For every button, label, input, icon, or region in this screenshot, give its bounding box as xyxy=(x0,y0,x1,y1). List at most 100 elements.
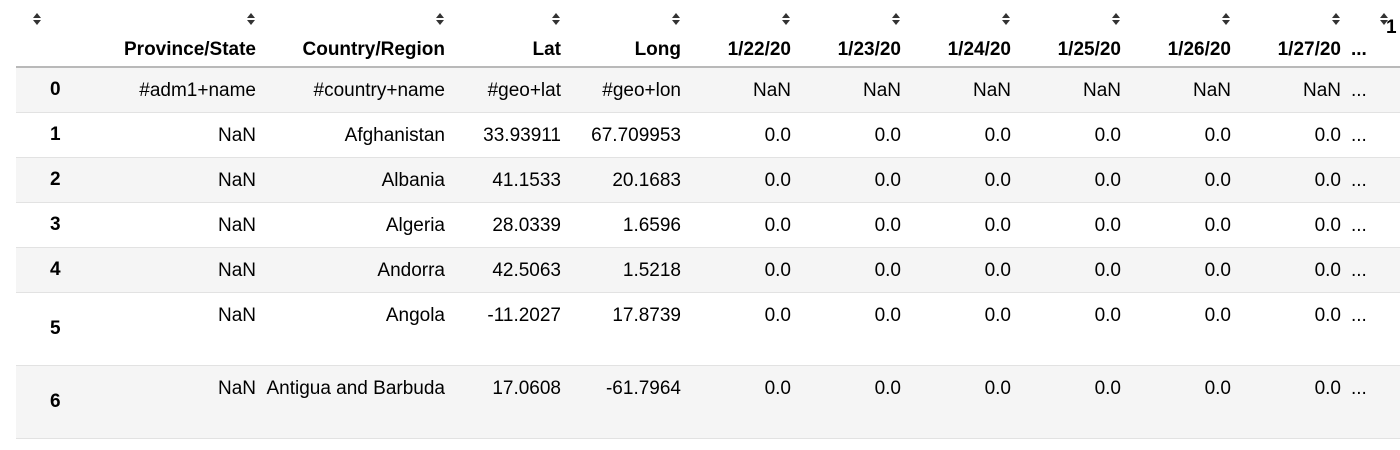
cell-date: 0.0 xyxy=(1125,365,1235,439)
header-index[interactable] xyxy=(16,8,74,68)
cell-long: #geo+lon xyxy=(565,67,685,113)
cell-date: 0.0 xyxy=(905,292,1015,366)
cell-province-state: NaN xyxy=(74,112,260,158)
row-index: 3 xyxy=(16,202,74,248)
cell-country-region: Antigua and Barbuda xyxy=(260,365,449,439)
cell-date: 0.0 xyxy=(685,157,795,203)
cell-province-state: #adm1+name xyxy=(74,67,260,113)
header-province-state[interactable]: Province/State xyxy=(74,8,260,68)
row-index: 2 xyxy=(16,157,74,203)
cell-date: NaN xyxy=(1125,67,1235,113)
header-date-1-27-20[interactable]: 1/27/20 xyxy=(1235,8,1345,68)
row-index: 4 xyxy=(16,247,74,293)
cell-date: 0.0 xyxy=(1125,157,1235,203)
cell-long: 20.1683 xyxy=(565,157,685,203)
sort-arrows-icon[interactable] xyxy=(905,8,1015,30)
row-index: 5 xyxy=(16,292,74,366)
cell-date: 0.0 xyxy=(795,202,905,248)
cell-date: 0.0 xyxy=(1235,365,1345,439)
dataframe-table: Province/State Country/Region Lat Long 1… xyxy=(16,8,1400,439)
cell-date: 0.0 xyxy=(685,292,795,366)
sort-arrows-icon[interactable] xyxy=(74,8,260,30)
cell-cut xyxy=(1380,292,1400,366)
row-index: 6 xyxy=(16,365,74,439)
cell-date: 0.0 xyxy=(795,365,905,439)
cell-province-state: NaN xyxy=(74,157,260,203)
header-label: Lat xyxy=(532,39,562,60)
sort-arrows-icon[interactable] xyxy=(16,8,74,30)
cell-date: 0.0 xyxy=(685,112,795,158)
cell-country-region: Albania xyxy=(260,157,449,203)
cell-date: 0.0 xyxy=(1235,112,1345,158)
table-row: 2 NaN Albania 41.1533 20.1683 0.0 0.0 0.0 0.0 0.0… xyxy=(16,157,1400,203)
table-row: 5 NaN Angola -11.2027 17.8739 0.0 0.0 0.0 0.0 0.0… xyxy=(16,292,1400,366)
sort-arrows-icon[interactable] xyxy=(1125,8,1235,30)
header-cut-column[interactable]: 1 xyxy=(1380,8,1400,68)
cell-date: 0.0 xyxy=(795,112,905,158)
cell-date: 0.0 xyxy=(1015,365,1125,439)
cell-date: 0.0 xyxy=(795,157,905,203)
cell-date: NaN xyxy=(685,67,795,113)
cell-date: 0.0 xyxy=(1235,202,1345,248)
sort-arrows-icon[interactable] xyxy=(1345,8,1388,30)
cell-long: 1.5218 xyxy=(565,247,685,293)
header-date-1-24-20[interactable]: 1/24/20 xyxy=(905,8,1015,68)
cell-lat: 28.0339 xyxy=(449,202,565,248)
cell-cut xyxy=(1380,365,1400,439)
header-long[interactable]: Long xyxy=(565,8,685,68)
header-country-region[interactable]: Country/Region xyxy=(260,8,449,68)
sort-arrows-icon[interactable] xyxy=(260,8,449,30)
cell-ellipsis: ... xyxy=(1345,247,1380,293)
header-label: 1/27/20 xyxy=(1277,39,1341,60)
cell-date: 0.0 xyxy=(685,365,795,439)
cell-ellipsis: ... xyxy=(1345,365,1380,439)
sort-arrows-icon[interactable] xyxy=(565,8,685,30)
header-ellipsis[interactable]: ... xyxy=(1345,8,1388,68)
cell-lat: 33.93911 xyxy=(449,112,565,158)
table-row: 0 #adm1+name #country+name #geo+lat #geo+lon… xyxy=(16,67,1400,113)
cell-country-region: Afghanistan xyxy=(260,112,449,158)
cell-cut xyxy=(1380,202,1400,248)
sort-arrows-icon[interactable] xyxy=(449,8,565,30)
header-label: 1/22/20 xyxy=(727,39,791,60)
cell-date: 0.0 xyxy=(1235,247,1345,293)
cell-lat: 42.5063 xyxy=(449,247,565,293)
table-row: 4 NaN Andorra 42.5063 1.5218 0.0 0.0 0.0 0.0 0.0 0… xyxy=(16,247,1400,293)
header-label: Province/State xyxy=(124,39,256,60)
cell-date: 0.0 xyxy=(1235,292,1345,366)
cell-date: 0.0 xyxy=(905,365,1015,439)
cell-date: 0.0 xyxy=(905,247,1015,293)
cell-lat: 41.1533 xyxy=(449,157,565,203)
cell-ellipsis: ... xyxy=(1345,202,1380,248)
sort-arrows-icon[interactable] xyxy=(1015,8,1125,30)
cell-long: 17.8739 xyxy=(565,292,685,366)
table-row: 1 NaN Afghanistan 33.93911 67.709953 0.0 0.0 0.… xyxy=(16,112,1400,158)
header-date-1-23-20[interactable]: 1/23/20 xyxy=(795,8,905,68)
sort-arrows-icon[interactable] xyxy=(795,8,905,30)
cell-ellipsis: ... xyxy=(1345,157,1380,203)
header-label: 1/25/20 xyxy=(1057,39,1121,60)
cell-cut xyxy=(1380,157,1400,203)
header-lat[interactable]: Lat xyxy=(449,8,565,68)
header-label: ... xyxy=(1351,39,1367,60)
cell-date: 0.0 xyxy=(1235,157,1345,203)
cell-date: NaN xyxy=(795,67,905,113)
row-index: 0 xyxy=(16,67,74,113)
header-date-1-25-20[interactable]: 1/25/20 xyxy=(1015,8,1125,68)
cell-date: 0.0 xyxy=(1015,292,1125,366)
header-date-1-26-20[interactable]: 1/26/20 xyxy=(1125,8,1235,68)
cell-date: 0.0 xyxy=(795,247,905,293)
header-date-1-22-20[interactable]: 1/22/20 xyxy=(685,8,795,68)
sort-arrows-icon[interactable] xyxy=(1235,8,1345,30)
cell-date: NaN xyxy=(1235,67,1345,113)
cell-date: 0.0 xyxy=(1125,247,1235,293)
cell-date: 0.0 xyxy=(905,157,1015,203)
cell-date: 0.0 xyxy=(1015,112,1125,158)
cell-country-region: Andorra xyxy=(260,247,449,293)
table-row: 3 NaN Algeria 28.0339 1.6596 0.0 0.0 0.0 0.0 0.0 0… xyxy=(16,202,1400,248)
header-label: 1/23/20 xyxy=(837,39,901,60)
cell-lat: #geo+lat xyxy=(449,67,565,113)
cell-long: -61.7964 xyxy=(565,365,685,439)
sort-arrows-icon[interactable] xyxy=(685,8,795,30)
cell-country-region: Angola xyxy=(260,292,449,366)
